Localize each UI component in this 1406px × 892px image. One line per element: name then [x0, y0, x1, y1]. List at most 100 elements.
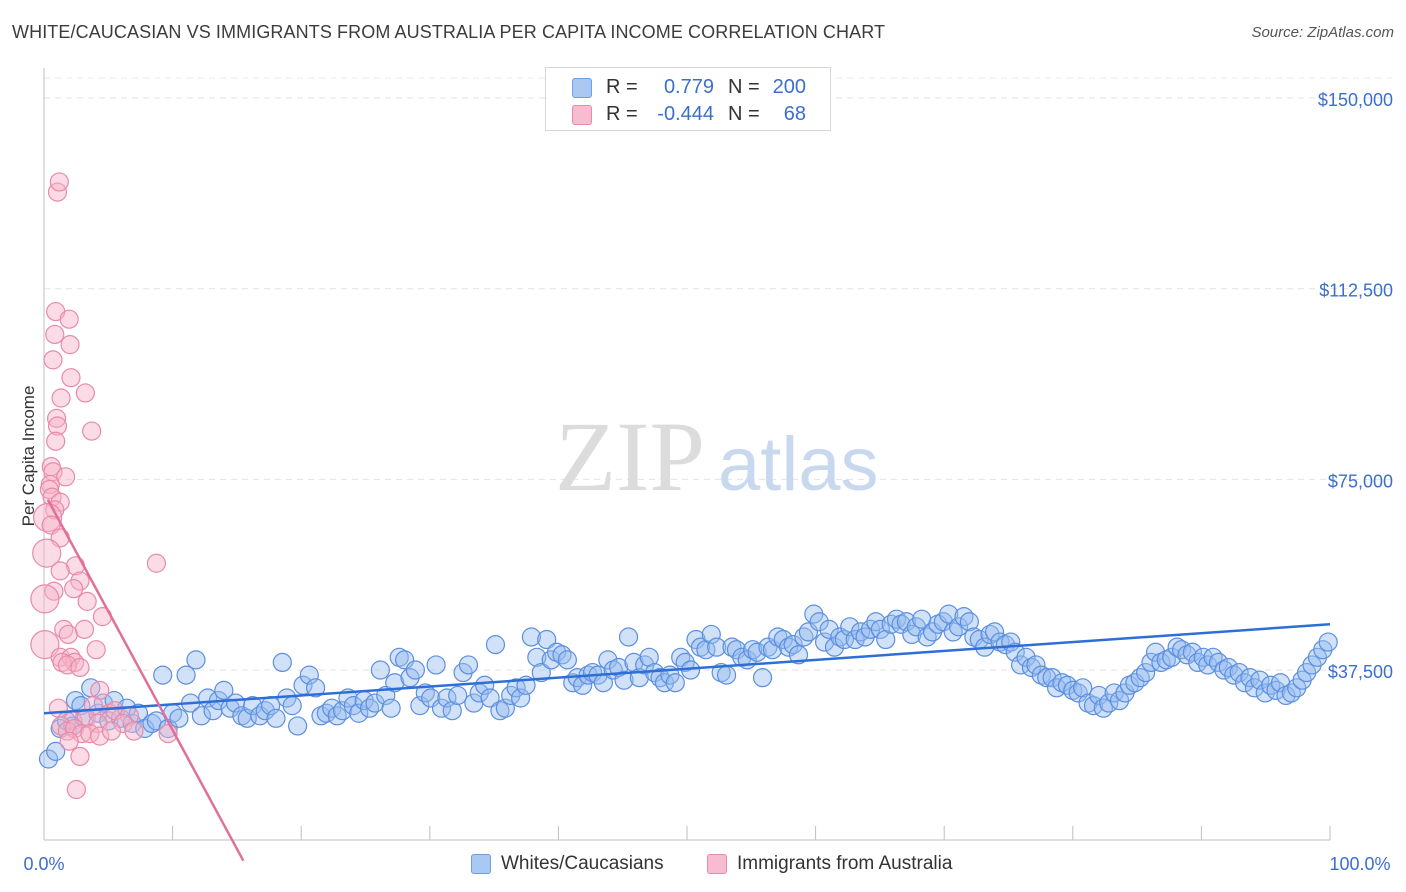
data-point-whites — [1182, 642, 1203, 662]
watermark-atlas: atlas — [718, 422, 879, 507]
data-point-whites — [1234, 673, 1255, 693]
data-point-whites — [495, 698, 515, 718]
data-point-whites — [1141, 652, 1161, 673]
data-point-whites — [385, 673, 405, 693]
tick-labels: $37,500 $75,000 $112,500 $150,000 0.0% 100.0% — [23, 90, 1393, 874]
data-point-australia — [61, 368, 81, 388]
data-point-whites — [186, 650, 206, 670]
data-point-australia — [86, 640, 106, 660]
data-point-whites — [809, 612, 829, 632]
legend-row-whites: R = 0.779 N = 200 — [546, 74, 830, 100]
data-point-whites — [788, 645, 809, 665]
data-point-whites — [288, 716, 308, 736]
data-point-whites — [618, 627, 639, 647]
data-point-whites — [552, 645, 572, 665]
data-point-whites — [984, 622, 1005, 642]
data-point-whites — [665, 673, 685, 693]
data-point-whites — [707, 637, 727, 657]
data-point-whites — [1073, 678, 1093, 698]
data-point-whites — [381, 698, 401, 718]
series-australia — [30, 172, 178, 800]
data-point-australia — [30, 584, 60, 614]
data-point-australia — [49, 172, 69, 192]
data-point-whites — [716, 665, 737, 685]
data-point-whites — [299, 665, 319, 685]
data-point-australia — [47, 416, 68, 436]
data-point-whites — [939, 604, 959, 624]
data-point-whites — [442, 701, 462, 721]
legend-r-label: R = — [606, 103, 638, 125]
legend-n-value: 200 — [772, 76, 806, 98]
data-point-whites — [1093, 698, 1113, 718]
data-point-whites — [480, 688, 500, 708]
data-point-whites — [511, 688, 531, 708]
data-point-whites — [272, 652, 292, 673]
data-point-australia — [60, 335, 80, 355]
data-point-whites — [305, 678, 326, 698]
data-point-australia — [57, 655, 77, 675]
data-point-whites — [485, 635, 506, 655]
data-point-australia — [55, 467, 76, 487]
y-tick-label: $75,000 — [1328, 471, 1393, 491]
data-point-whites — [917, 627, 937, 647]
data-point-australia — [70, 657, 90, 678]
data-point-whites — [521, 627, 542, 647]
legend-swatch-pink — [707, 854, 727, 874]
data-point-whites — [1136, 662, 1156, 683]
data-point-whites — [349, 703, 369, 723]
data-point-whites — [191, 706, 211, 726]
data-point-whites — [1005, 642, 1025, 662]
data-point-whites — [1089, 685, 1109, 706]
axes — [43, 68, 1331, 841]
legend-n-label: N = — [728, 76, 760, 98]
y-tick-label: $112,500 — [1319, 281, 1393, 301]
data-point-whites — [410, 696, 430, 716]
data-point-whites — [896, 612, 917, 632]
y-tick-label: $37,500 — [1328, 662, 1393, 682]
legend-label-whites: Whites/Caucasians — [501, 853, 664, 874]
data-point-australia — [39, 479, 59, 500]
data-point-whites — [146, 711, 167, 731]
data-point-australia — [64, 579, 84, 599]
data-point-whites — [824, 637, 845, 657]
data-point-whites — [870, 619, 890, 639]
data-point-whites — [332, 701, 353, 721]
data-point-whites — [1026, 655, 1046, 675]
chart-title: WHITE/CAUCASIAN VS IMMIGRANTS FROM AUSTR… — [12, 22, 886, 42]
data-point-australia — [43, 350, 63, 370]
data-point-australia — [59, 309, 79, 329]
data-point-australia — [75, 383, 95, 403]
data-point-australia — [101, 721, 122, 741]
data-point-whites — [598, 650, 618, 670]
trend-lines — [43, 499, 1331, 862]
data-point-whites — [1130, 668, 1150, 688]
data-point-whites — [1162, 647, 1182, 667]
data-point-whites — [153, 665, 173, 685]
legend-r-value: 0.779 — [663, 76, 714, 98]
data-point-australia — [46, 431, 66, 451]
data-point-whites — [169, 708, 189, 728]
data-point-whites — [405, 660, 426, 680]
data-point-whites — [458, 655, 479, 675]
data-point-whites — [954, 607, 974, 627]
series-whites — [38, 604, 1338, 769]
data-point-australia — [146, 553, 167, 573]
data-point-whites — [752, 668, 773, 688]
data-point-whites — [359, 698, 380, 718]
data-point-whites — [38, 749, 59, 769]
x-tick-label: 100.0% — [1329, 854, 1390, 874]
data-point-australia — [70, 571, 90, 591]
legend-n-label: N = — [728, 103, 760, 125]
data-point-whites — [65, 690, 86, 711]
data-point-whites — [747, 642, 767, 662]
data-point-whites — [327, 706, 347, 726]
data-point-australia — [45, 324, 65, 345]
stats-legend: R = 0.779 N = 200 R = -0.444 N = 68 — [545, 67, 831, 131]
data-point-australia — [58, 624, 78, 645]
source-note: Source: ZipAtlas.com — [1251, 24, 1394, 41]
data-point-whites — [1037, 668, 1057, 688]
data-point-whites — [834, 629, 854, 650]
data-point-whites — [557, 650, 577, 670]
data-point-whites — [819, 619, 839, 639]
